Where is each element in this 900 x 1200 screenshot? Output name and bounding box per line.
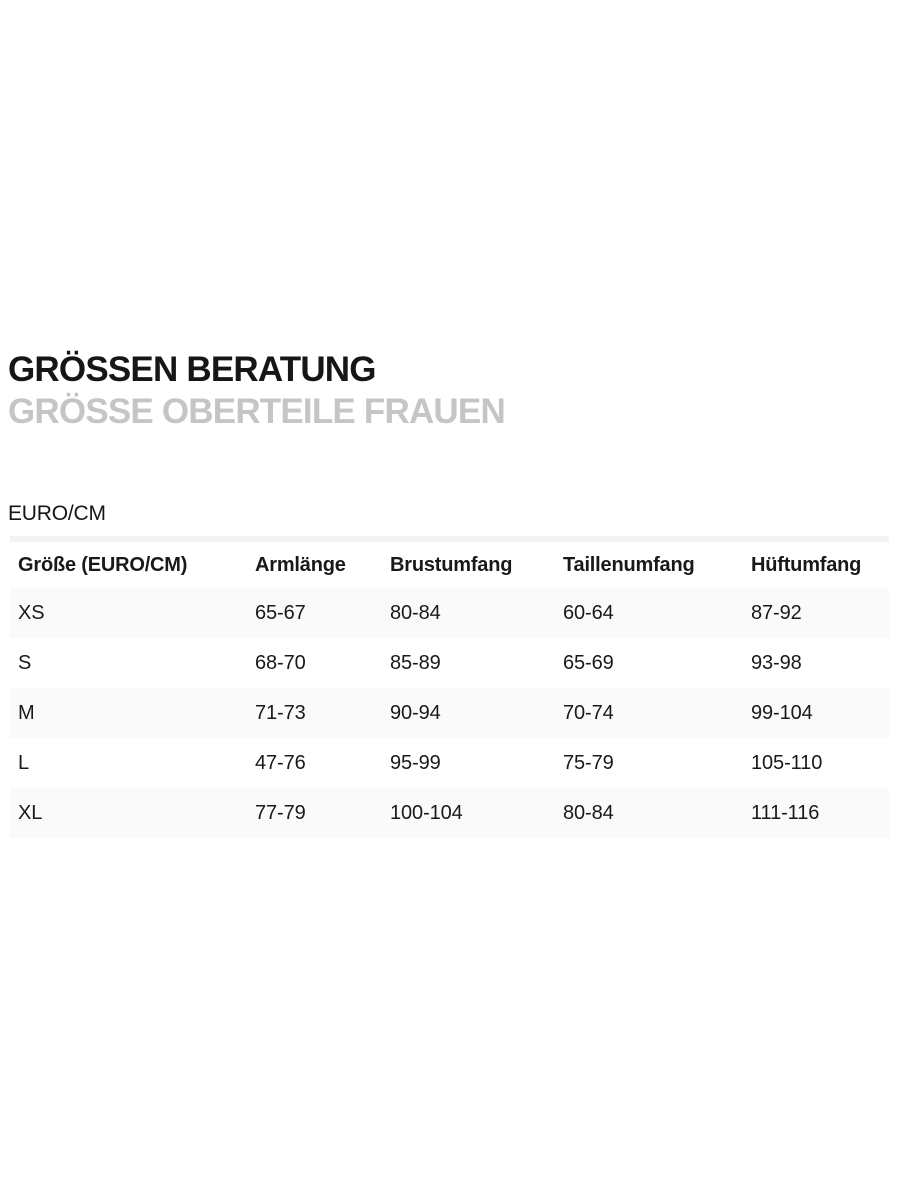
measurement-cell: 75-79 xyxy=(563,751,614,774)
table-row-xl: XL 77-79 100-104 80-84 111-116 xyxy=(10,788,889,838)
size-cell: S xyxy=(18,651,32,674)
measurement-cell: 95-99 xyxy=(390,751,441,774)
measurement-cell: 100-104 xyxy=(390,801,463,824)
page-subtitle: GRÖSSE OBERTEILE FRAUEN xyxy=(8,392,506,431)
measurement-cell: 70-74 xyxy=(563,701,614,724)
measurement-cell: 65-67 xyxy=(255,601,306,624)
measurement-cell: 60-64 xyxy=(563,601,614,624)
size-cell: XL xyxy=(18,801,43,824)
measurement-cell: 87-92 xyxy=(751,601,802,624)
table-header-row: Größe (EURO/CM) Armlänge Brustumfang Tai… xyxy=(10,542,889,588)
size-cell: L xyxy=(18,751,30,774)
size-cell: M xyxy=(18,701,35,724)
size-cell: XS xyxy=(18,601,45,624)
table-row-l: L 47-76 95-99 75-79 105-110 xyxy=(10,738,889,788)
measurement-cell: 71-73 xyxy=(255,701,306,724)
column-header-armlaenge: Armlänge xyxy=(247,542,382,588)
measurement-cell: 111-116 xyxy=(751,801,820,824)
measurement-cell: 90-94 xyxy=(390,701,441,724)
table-row-xs: XS 65-67 80-84 60-64 87-92 xyxy=(10,588,889,638)
table-row-s: S 68-70 85-89 65-69 93-98 xyxy=(10,638,889,688)
column-header-brustumfang: Brustumfang xyxy=(382,542,555,588)
size-table: Größe (EURO/CM) Armlänge Brustumfang Tai… xyxy=(10,536,889,838)
measurement-cell: 68-70 xyxy=(255,651,306,674)
measurement-cell: 77-79 xyxy=(255,801,306,824)
measurement-cell: 105-110 xyxy=(751,751,823,774)
column-header-taillenumfang: Taillenumfang xyxy=(555,542,743,588)
table-row-m: M 71-73 90-94 70-74 99-104 xyxy=(10,688,889,738)
column-header-hueftumfang: Hüftumfang xyxy=(743,542,889,588)
measurement-cell: 85-89 xyxy=(390,651,441,674)
measurement-cell: 65-69 xyxy=(563,651,614,674)
measurement-cell: 47-76 xyxy=(255,751,306,774)
unit-label: EURO/CM xyxy=(8,502,106,525)
page-title: GRÖSSEN BERATUNG xyxy=(8,350,377,389)
column-header-groesse: Größe (EURO/CM) xyxy=(10,542,247,588)
measurement-cell: 80-84 xyxy=(390,601,441,624)
measurement-cell: 80-84 xyxy=(563,801,614,824)
measurement-cell: 99-104 xyxy=(751,701,813,724)
measurement-cell: 93-98 xyxy=(751,651,802,674)
